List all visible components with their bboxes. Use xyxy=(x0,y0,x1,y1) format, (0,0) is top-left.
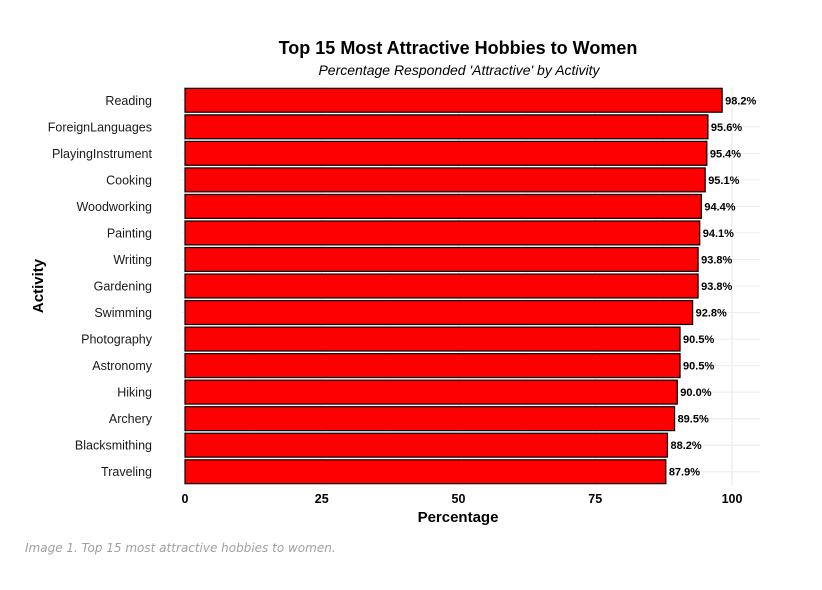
bar xyxy=(184,299,694,326)
bar xyxy=(184,432,669,458)
bar xyxy=(184,140,708,166)
category-label: ForeignLanguages xyxy=(48,120,152,134)
category-label: Traveling xyxy=(101,465,152,479)
category-label: PlayingInstrument xyxy=(52,147,153,161)
category-label: Woodworking xyxy=(76,200,152,214)
chart-subtitle: Percentage Responded 'Attractive' by Act… xyxy=(318,62,600,78)
bar xyxy=(184,114,709,140)
bar xyxy=(184,167,706,193)
data-label: 94.4% xyxy=(704,201,735,213)
labels: Reading 98.2% ForeignLanguages 95.6% Playing… xyxy=(48,94,757,506)
category-label: Astronomy xyxy=(92,359,152,373)
x-axis-title: Percentage xyxy=(418,509,499,526)
bar xyxy=(184,220,701,246)
bar xyxy=(184,87,723,113)
category-label: Reading xyxy=(105,94,152,108)
data-label: 92.8% xyxy=(696,308,727,320)
bar xyxy=(184,459,667,485)
category-label: Hiking xyxy=(117,386,152,400)
data-label: 89.5% xyxy=(678,414,709,426)
bar xyxy=(184,406,676,432)
data-label: 87.9% xyxy=(669,467,700,479)
data-label: 98.2% xyxy=(725,95,756,107)
bar xyxy=(184,273,699,299)
bar xyxy=(184,193,702,219)
category-label: Photography xyxy=(81,333,153,347)
category-label: Painting xyxy=(107,226,152,240)
category-label: Blacksmithing xyxy=(75,439,152,453)
bar xyxy=(184,353,681,379)
category-label: Cooking xyxy=(106,173,152,187)
category-label: Archery xyxy=(109,412,153,426)
bar-chart: Reading 98.2% ForeignLanguages 95.6% Playing… xyxy=(30,38,760,526)
y-axis-title: Activity xyxy=(30,258,47,313)
category-label: Writing xyxy=(113,253,152,267)
data-label: 90.5% xyxy=(683,334,714,346)
data-label: 88.2% xyxy=(670,440,701,452)
bar xyxy=(184,246,699,273)
bars xyxy=(184,87,723,485)
bar xyxy=(184,326,681,352)
data-label: 93.8% xyxy=(701,254,732,266)
x-tick-label: 75 xyxy=(588,492,602,506)
data-label: 95.6% xyxy=(711,122,742,134)
x-tick-label: 25 xyxy=(315,492,329,506)
data-label: 95.4% xyxy=(710,148,741,160)
x-tick-label: 50 xyxy=(452,492,466,506)
category-label: Swimming xyxy=(94,306,152,320)
data-label: 90.5% xyxy=(683,361,714,373)
figure-caption: Image 1. Top 15 most attractive hobbies … xyxy=(25,541,336,555)
data-label: 94.1% xyxy=(703,228,734,240)
chart-title: Top 15 Most Attractive Hobbies to Women xyxy=(279,38,638,58)
category-label: Gardening xyxy=(94,280,152,294)
data-label: 90.0% xyxy=(680,387,711,399)
data-label: 95.1% xyxy=(708,175,739,187)
x-tick-label: 100 xyxy=(722,492,743,506)
data-label: 93.8% xyxy=(701,281,732,293)
bar xyxy=(184,379,678,405)
x-tick-label: 0 xyxy=(182,492,189,506)
